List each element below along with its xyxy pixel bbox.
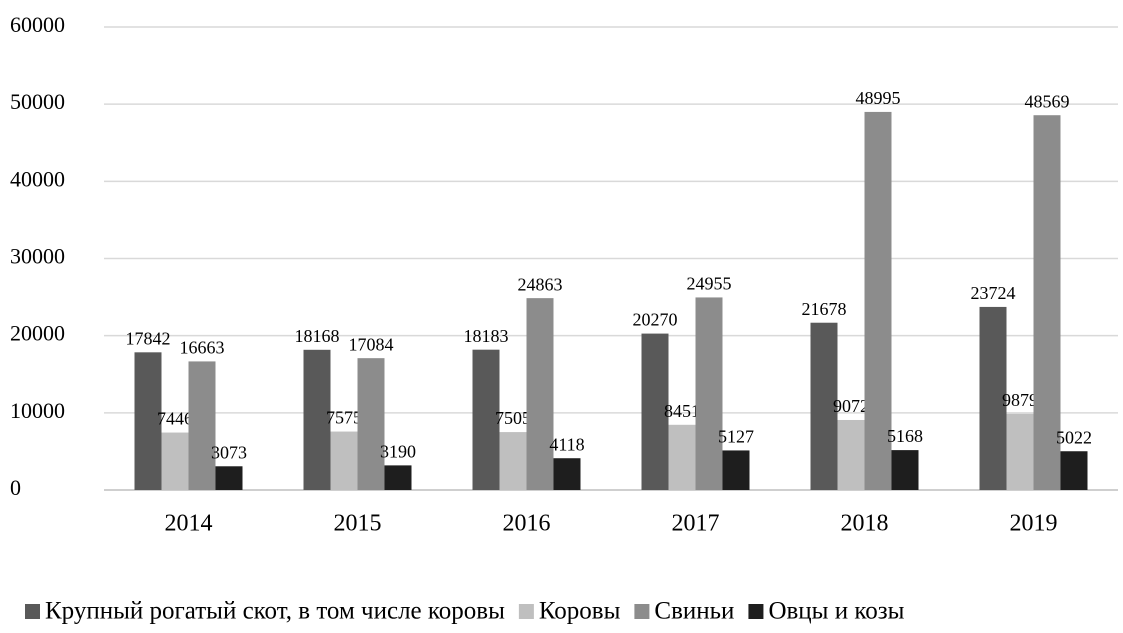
- bar: [472, 349, 500, 490]
- data-label: 48569: [1025, 91, 1070, 111]
- bar: [330, 431, 358, 490]
- data-label: 18183: [464, 326, 509, 346]
- y-tick-label: 60000: [10, 12, 65, 37]
- bar: [161, 432, 189, 490]
- legend-swatch: [634, 604, 650, 619]
- bar: [1006, 413, 1034, 490]
- data-label: 9072: [833, 396, 869, 416]
- bar: [864, 111, 892, 491]
- data-label: 8451: [664, 401, 700, 421]
- x-tick-label: 2015: [334, 511, 382, 537]
- bar: [891, 450, 919, 490]
- legend-swatch: [518, 604, 534, 619]
- data-label: 7446: [157, 409, 193, 429]
- data-label: 20270: [633, 310, 678, 330]
- data-label: 5127: [718, 427, 754, 447]
- y-tick-label: 50000: [10, 89, 65, 114]
- bar: [1033, 115, 1061, 490]
- legend-label: Коровы: [539, 598, 621, 625]
- data-label: 3073: [211, 442, 247, 462]
- data-label: 24863: [518, 274, 563, 294]
- legend-swatch: [748, 604, 764, 619]
- bar: [837, 419, 865, 490]
- bar: [695, 297, 723, 490]
- data-label: 5168: [887, 426, 923, 446]
- bar: [526, 298, 554, 490]
- bar: [134, 352, 162, 490]
- x-tick-label: 2019: [1010, 511, 1058, 537]
- data-label: 48995: [856, 88, 901, 108]
- data-label: 17842: [126, 328, 171, 348]
- data-label: 5022: [1056, 427, 1092, 447]
- bar: [641, 333, 669, 490]
- bar: [188, 361, 216, 490]
- y-tick-label: 40000: [10, 166, 65, 191]
- data-label: 21678: [802, 299, 847, 319]
- bar: [357, 358, 385, 490]
- x-tick-label: 2016: [503, 511, 551, 537]
- x-tick-label: 2018: [841, 511, 889, 537]
- y-tick-label: 10000: [10, 398, 65, 423]
- bar: [810, 322, 838, 490]
- bar: [499, 432, 527, 490]
- y-tick-label: 0: [10, 475, 21, 500]
- data-label: 18168: [295, 326, 340, 346]
- data-label: 16663: [180, 338, 225, 358]
- data-label: 7575: [326, 408, 362, 428]
- legend-swatch: [25, 604, 40, 619]
- bar: [303, 349, 331, 490]
- data-label: 17084: [349, 334, 394, 354]
- y-tick-label: 20000: [10, 321, 65, 346]
- bar: [1060, 451, 1088, 490]
- x-tick-label: 2014: [165, 511, 213, 537]
- bar: [668, 424, 696, 490]
- legend-label: Крупный рогатый скот, в том числе коровы: [45, 598, 505, 625]
- bar: [215, 466, 243, 490]
- data-label: 23724: [971, 283, 1016, 303]
- bar: [722, 450, 750, 490]
- legend-label: Свиньи: [654, 598, 734, 625]
- data-label: 24955: [687, 274, 732, 294]
- data-label: 3190: [380, 442, 416, 462]
- y-tick-label: 30000: [10, 244, 65, 269]
- bar: [384, 465, 412, 490]
- data-label: 7505: [495, 408, 531, 428]
- x-tick-label: 2017: [672, 511, 720, 537]
- bar: [979, 306, 1007, 490]
- bar: [553, 458, 581, 490]
- data-label: 4118: [549, 434, 584, 454]
- data-label: 9879: [1002, 390, 1038, 410]
- legend-label: Овцы и козы: [768, 598, 904, 625]
